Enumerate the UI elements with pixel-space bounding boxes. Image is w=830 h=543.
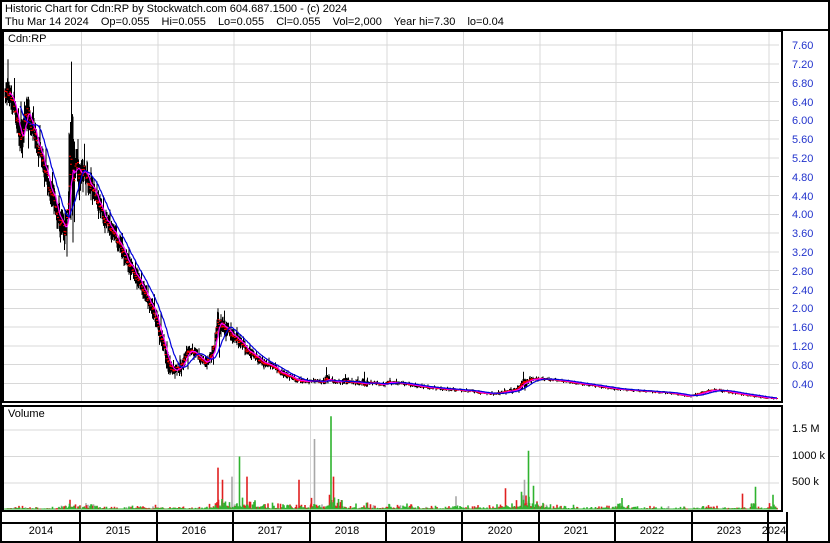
quote-date: Thu Mar 14 2024 — [5, 16, 89, 28]
quote-volume: Vol=2,000 — [332, 16, 382, 28]
price-axis-tick-label: 5.60 — [792, 134, 814, 146]
volume-chart — [4, 407, 781, 510]
year-label: 2016 — [181, 525, 207, 537]
year-divider — [232, 524, 234, 541]
year-label: 2015 — [105, 525, 131, 537]
quote-open: Op=0.055 — [100, 16, 150, 28]
year-label: 2018 — [334, 525, 360, 537]
price-axis-tick-label: 7.20 — [792, 59, 814, 71]
year-label: 2014 — [28, 525, 54, 537]
volume-axis-tick-label: 500 k — [792, 476, 819, 488]
year-label: 2023 — [716, 525, 742, 537]
price-axis-tick-label: 4.00 — [792, 209, 814, 221]
year-label: 2021 — [563, 525, 589, 537]
chart-header: Historic Chart for Cdn:RP by Stockwatch.… — [2, 2, 828, 31]
volume-panel: Volume — [2, 405, 783, 512]
price-axis-tick-label: 2.80 — [792, 266, 814, 278]
price-axis-column: 7.60 7.20 6.80 6.40 6.00 5.60 5.20 4.80 4.40 4.00… — [783, 30, 828, 541]
price-axis-tick-label: 0.80 — [792, 360, 814, 372]
year-divider — [461, 524, 463, 541]
quote-low: Lo=0.055 — [217, 16, 265, 28]
price-axis-tick-label: 6.00 — [792, 115, 814, 127]
price-axis-tick-label: 1.20 — [792, 341, 814, 353]
year-label: 2020 — [487, 525, 513, 537]
quote-high: Hi=0.055 — [161, 16, 206, 28]
year-tick — [691, 512, 693, 522]
price-axis-tick-label: 0.40 — [792, 379, 814, 391]
year-label: 2017 — [257, 525, 283, 537]
volume-axis-tick-label: 1.5 M — [792, 423, 820, 435]
price-axis-tick-label: 2.00 — [792, 303, 814, 315]
price-axis-tick-label: 6.40 — [792, 97, 814, 109]
price-axis-tick-label: 7.60 — [792, 40, 814, 52]
symbol-label: Cdn:RP — [8, 33, 50, 45]
quote-close: Cl=0.055 — [276, 16, 321, 28]
x-axis-line — [2, 522, 786, 524]
year-divider — [309, 524, 311, 541]
year-divider — [767, 524, 769, 541]
year-tick — [156, 512, 158, 522]
year-divider — [156, 524, 158, 541]
price-axis-tick-label: 4.80 — [792, 172, 814, 184]
price-axis-tick-label: 1.60 — [792, 322, 814, 334]
year-tick — [538, 512, 540, 522]
year-tick — [79, 512, 81, 522]
year-divider — [385, 524, 387, 541]
price-axis-tick-label: 2.40 — [792, 285, 814, 297]
year-label: 2024 — [761, 525, 787, 537]
price-axis-tick-label: 6.80 — [792, 78, 814, 90]
year-tick — [385, 512, 387, 522]
chart-title: Historic Chart for Cdn:RP by Stockwatch.… — [5, 3, 348, 15]
price-axis-tick-label: 3.20 — [792, 247, 814, 259]
year-tick — [461, 512, 463, 522]
volume-label: Volume — [8, 408, 48, 420]
year-divider — [79, 524, 81, 541]
volume-axis-tick-label: 1000 k — [792, 450, 826, 462]
year-label: 2019 — [410, 525, 436, 537]
quote-year-high: Year hi=7.30 — [393, 16, 456, 28]
price-panel: Cdn:RP — [2, 30, 783, 403]
year-label: 2022 — [639, 525, 665, 537]
price-axis-tick-label: 4.40 — [792, 191, 814, 203]
volume-chart-svg — [4, 407, 779, 510]
year-divider — [691, 524, 693, 541]
price-chart — [4, 32, 781, 401]
year-tick — [309, 512, 311, 522]
price-chart-svg — [4, 32, 779, 401]
year-tick — [767, 512, 769, 522]
quote-line: Thu Mar 14 2024 Op=0.055 Hi=0.055 Lo=0.0… — [2, 16, 828, 29]
year-tick — [232, 512, 234, 522]
price-axis-tick-label: 3.60 — [792, 228, 814, 240]
x-axis: 2014 2015 2016 2017 2018 2019 2020 2021 2022 2023… — [2, 512, 788, 541]
year-divider — [538, 524, 540, 541]
year-divider — [614, 524, 616, 541]
year-tick — [614, 512, 616, 522]
quote-year-low: lo=0.04 — [467, 16, 504, 28]
price-axis-tick-label: 5.20 — [792, 153, 814, 165]
